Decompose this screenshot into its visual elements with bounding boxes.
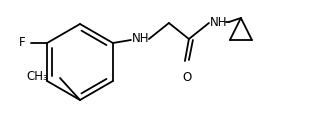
Text: CH₃: CH₃ <box>26 70 48 84</box>
Text: NH: NH <box>210 15 228 29</box>
Text: F: F <box>18 37 25 50</box>
Text: O: O <box>182 71 192 84</box>
Text: NH: NH <box>132 32 150 46</box>
